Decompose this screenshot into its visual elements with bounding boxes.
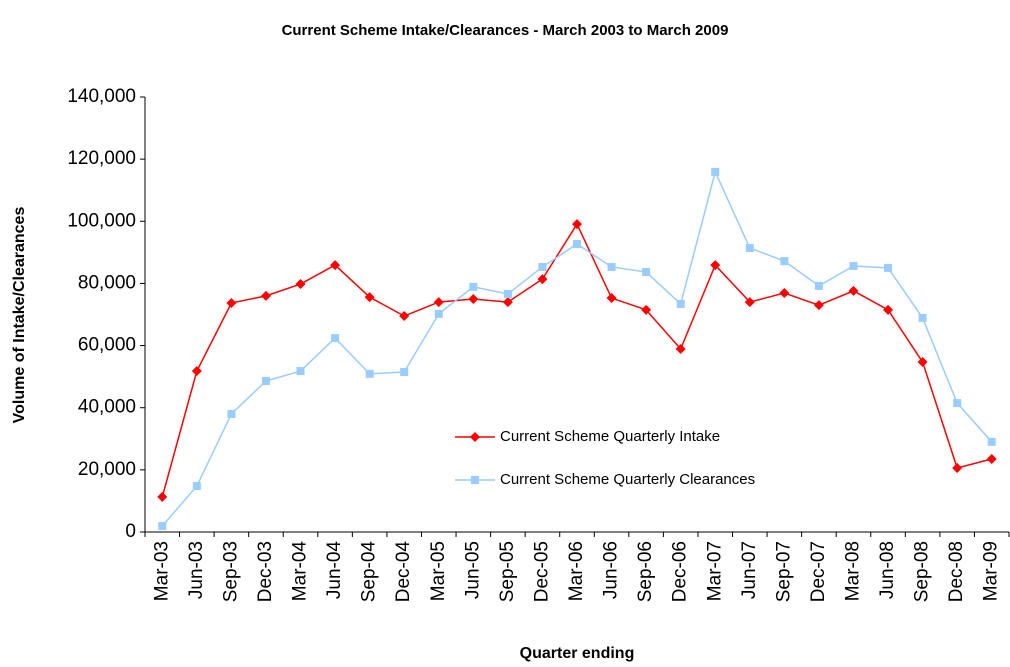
data-point: [607, 262, 616, 271]
y-tick-label: 0: [125, 521, 136, 542]
x-tick-label: Dec-04: [393, 541, 414, 603]
x-tick-label: Dec-07: [808, 541, 829, 602]
y-tick-label: 20,000: [78, 459, 136, 480]
x-tick-label: Sep-04: [359, 541, 380, 603]
x-tick-label: Mar-06: [566, 541, 587, 601]
x-tick-label: Sep-08: [912, 541, 933, 602]
data-point: [434, 309, 443, 318]
data-point: [918, 313, 927, 322]
y-tick-label: 140,000: [67, 86, 136, 107]
x-tick-label: Jun-08: [877, 541, 898, 599]
x-tick-label: Sep-06: [635, 541, 656, 602]
x-tick-label: Dec-08: [946, 541, 967, 602]
data-point: [675, 343, 686, 354]
data-point: [987, 437, 996, 446]
x-tick-label: Mar-03: [151, 541, 172, 601]
data-point: [260, 290, 271, 301]
data-point: [884, 263, 893, 272]
data-point: [986, 453, 997, 464]
data-point: [226, 298, 237, 309]
data-point: [296, 367, 305, 376]
data-point: [814, 281, 823, 290]
data-point: [365, 369, 374, 378]
data-point: [642, 267, 651, 276]
x-tick-label: Jun-06: [601, 541, 622, 599]
x-tick-label: Jun-05: [462, 541, 483, 599]
x-axis-label: Quarter ending: [520, 645, 635, 662]
x-tick-label: Sep-07: [773, 541, 794, 602]
legend-label: Current Scheme Quarterly Clearances: [500, 471, 755, 488]
y-tick-label: 120,000: [67, 148, 136, 169]
data-point: [952, 462, 963, 473]
x-tick-label: Sep-05: [497, 541, 518, 602]
data-point: [503, 289, 512, 298]
data-point: [573, 239, 581, 248]
x-tick-label: Mar-08: [842, 541, 863, 601]
x-tick-label: Jun-04: [324, 541, 345, 600]
data-point: [744, 297, 755, 308]
data-point: [227, 409, 236, 418]
data-point: [641, 304, 652, 315]
x-tick-label: Mar-09: [981, 541, 1002, 601]
data-point: [191, 366, 202, 377]
data-point: [953, 399, 962, 408]
data-point: [848, 285, 859, 296]
x-tick-label: Mar-04: [290, 541, 311, 602]
data-point: [468, 293, 479, 304]
data-point: [813, 300, 824, 311]
y-tick-label: 80,000: [78, 272, 136, 293]
data-point: [400, 367, 409, 376]
data-point: [330, 260, 341, 271]
data-point: [537, 274, 548, 285]
data-point: [676, 299, 685, 308]
x-tick-label: Mar-07: [704, 541, 725, 601]
data-point: [295, 279, 306, 290]
x-tick-label: Dec-05: [531, 541, 552, 602]
legend-label: Current Scheme Quarterly Intake: [500, 428, 720, 445]
data-point: [364, 292, 375, 303]
data-point: [780, 257, 789, 266]
x-tick-label: Jun-03: [186, 541, 207, 599]
y-tick-label: 60,000: [78, 335, 136, 356]
data-point: [331, 334, 340, 343]
data-point: [711, 167, 720, 176]
data-point: [572, 219, 582, 230]
data-point: [433, 297, 444, 308]
x-tick-label: Sep-03: [220, 541, 241, 602]
data-point: [849, 262, 858, 271]
data-point: [883, 304, 894, 315]
data-point: [745, 244, 754, 253]
y-tick-label: 100,000: [67, 210, 136, 231]
data-point: [469, 282, 478, 291]
y-axis-label: Volume of Intake/Clearances: [11, 207, 28, 424]
data-point: [192, 482, 201, 491]
x-tick-label: Mar-05: [428, 541, 449, 601]
chart-title: Current Scheme Intake/Clearances - March…: [282, 22, 729, 39]
x-tick-label: Dec-03: [255, 541, 276, 602]
series-line: [161, 222, 992, 498]
x-tick-label: Dec-06: [670, 541, 691, 602]
data-point: [399, 311, 410, 322]
data-point: [779, 288, 790, 299]
data-point: [502, 297, 513, 308]
data-point: [158, 522, 167, 531]
data-point: [606, 293, 617, 304]
data-point: [261, 376, 270, 385]
legend-marker: [471, 476, 479, 484]
data-point: [710, 260, 721, 271]
data-point: [538, 262, 547, 271]
x-tick-label: Jun-07: [739, 541, 760, 599]
legend-marker: [470, 432, 480, 442]
data-point: [917, 357, 928, 368]
y-tick-label: 40,000: [78, 397, 136, 418]
data-point: [157, 491, 168, 502]
